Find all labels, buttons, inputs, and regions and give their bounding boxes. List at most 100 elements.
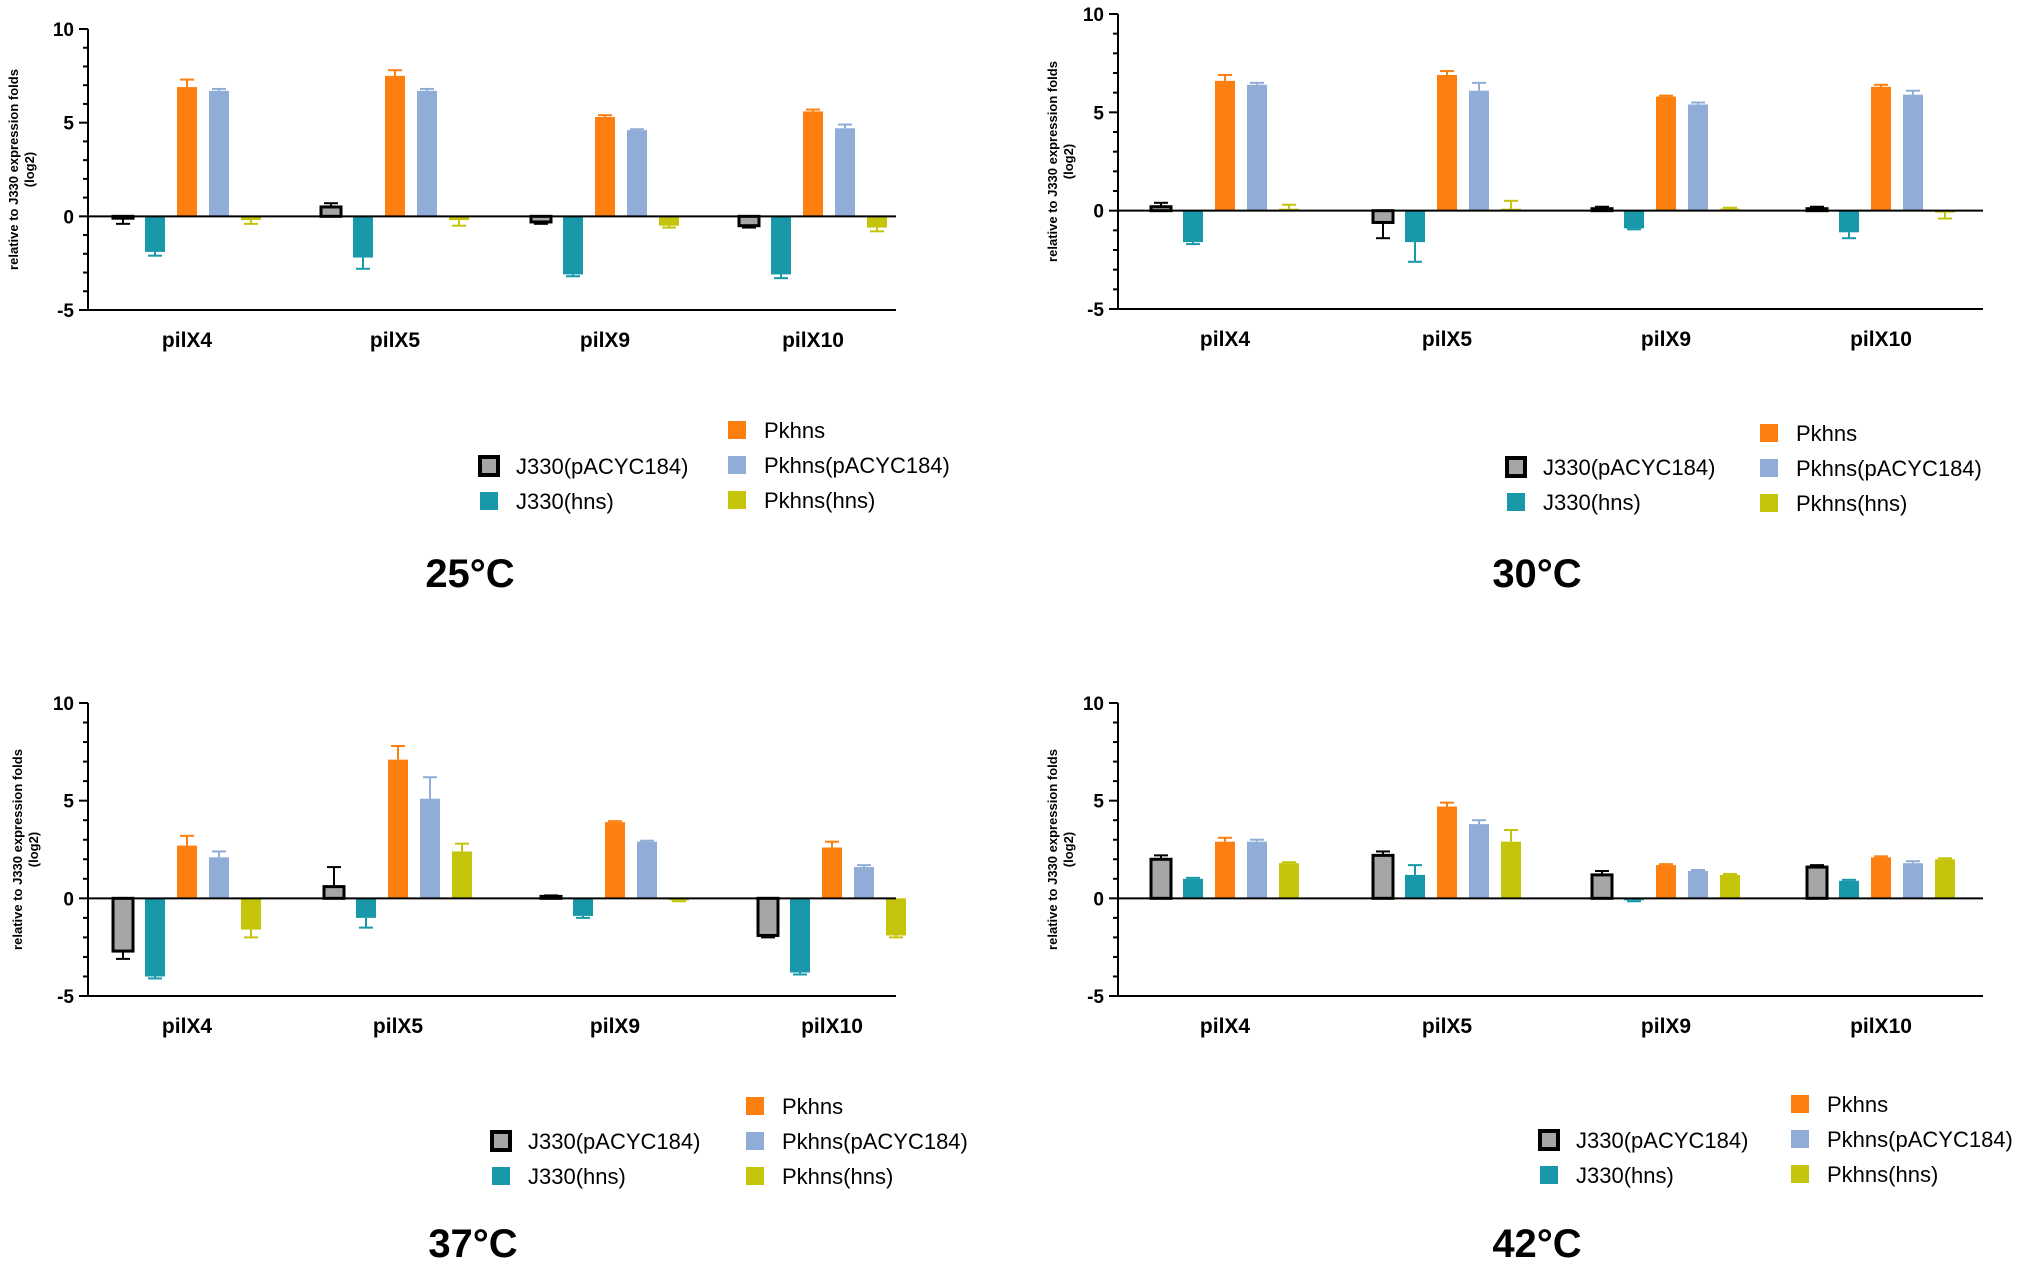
bar-pkhns-hns--pilx4	[1279, 863, 1299, 899]
bar-pkhns-pacyc184--pilx10	[1903, 863, 1923, 899]
bar-j330-hns--pilx9	[1624, 210, 1644, 229]
legend-label: Pkhns(pACYC184)	[1796, 456, 1982, 481]
bar-pkhns-hns--pilx9	[1720, 874, 1740, 899]
y-tick-label: 10	[1083, 5, 1104, 26]
x-category-label: pilX9	[1641, 1015, 1691, 1038]
legend-swatch	[1538, 1129, 1560, 1151]
bar-pkhns-pilx9	[1656, 96, 1676, 211]
y-tick-label: 0	[1093, 889, 1104, 910]
x-category-label: pilX4	[162, 1015, 213, 1038]
bar-j330-pacyc184--pilx5	[1371, 209, 1395, 224]
y-tick-label: -5	[1087, 987, 1104, 1008]
bar-j330-pacyc184--pilx5	[319, 205, 343, 218]
legend-label: Pkhns(hns)	[1796, 491, 1907, 516]
x-category-label: pilX5	[373, 1015, 424, 1038]
x-category-label: pilX5	[1422, 328, 1473, 351]
legend-label: J330(hns)	[1576, 1163, 1674, 1188]
bar-pkhns-pacyc184--pilx10	[1903, 94, 1923, 211]
legend-label: J330(pACYC184)	[1543, 455, 1715, 480]
bar-pkhns-hns--pilx10	[886, 898, 906, 936]
bar-pkhns-hns--pilx10	[1935, 859, 1955, 899]
bar-j330-pacyc184--pilx4	[1149, 857, 1173, 900]
legend-label: J330(pACYC184)	[1576, 1128, 1748, 1153]
legend-swatch	[746, 1097, 764, 1115]
x-category-label: pilX4	[162, 329, 213, 352]
legend-swatch	[492, 1167, 510, 1185]
x-category-label: pilX10	[1850, 328, 1912, 351]
legend-swatch	[728, 491, 746, 509]
y-tick-label: 5	[63, 792, 74, 813]
bar-pkhns-pilx9	[605, 822, 625, 899]
legend-swatch	[746, 1132, 764, 1150]
panel-title: 30°C	[1492, 552, 1581, 596]
bar-pkhns-pacyc184--pilx5	[1469, 824, 1489, 899]
legend-swatch	[1791, 1165, 1809, 1183]
y-tick-label: 10	[1083, 694, 1104, 715]
bar-pkhns-pacyc184--pilx10	[854, 867, 874, 899]
x-category-label: pilX10	[801, 1015, 863, 1038]
bar-j330-hns--pilx5	[1405, 210, 1425, 243]
x-category-label: pilX4	[1200, 328, 1251, 351]
bar-pkhns-pilx5	[1437, 806, 1457, 899]
legend-swatch	[728, 456, 746, 474]
x-category-label: pilX5	[1422, 1015, 1473, 1038]
bar-pkhns-hns--pilx4	[241, 216, 261, 221]
legend-label: J330(hns)	[516, 489, 614, 514]
y-tick-label: 10	[53, 20, 74, 41]
bar-pkhns-pilx4	[1215, 841, 1235, 899]
bar-pkhns-pacyc184--pilx4	[1247, 84, 1267, 211]
bar-j330-hns--pilx4	[1183, 210, 1203, 243]
y-tick-label: 5	[1093, 103, 1104, 124]
bar-pkhns-pilx5	[1437, 74, 1457, 211]
x-category-label: pilX9	[590, 1015, 640, 1038]
bar-j330-hns--pilx4	[1183, 878, 1203, 899]
y-tick-label: 0	[63, 889, 74, 910]
legend-swatch	[1540, 1166, 1558, 1184]
bar-pkhns-hns--pilx4	[241, 898, 261, 930]
legend-swatch	[1791, 1095, 1809, 1113]
bar-pkhns-pacyc184--pilx4	[209, 857, 229, 899]
legend-swatch	[746, 1167, 764, 1185]
legend-swatch	[480, 492, 498, 510]
legend-swatch	[490, 1130, 512, 1152]
bar-pkhns-pilx9	[1656, 865, 1676, 899]
bar-j330-hns--pilx4	[145, 216, 165, 252]
legend-swatch	[1507, 493, 1525, 511]
bar-j330-hns--pilx5	[1405, 874, 1425, 899]
bar-j330-pacyc184--pilx4	[111, 896, 135, 953]
y-tick-label: 5	[63, 114, 74, 135]
bar-pkhns-pacyc184--pilx5	[420, 798, 440, 899]
bar-pkhns-hns--pilx9	[659, 216, 679, 226]
x-category-label: pilX4	[1200, 1015, 1251, 1038]
bar-pkhns-pilx5	[385, 75, 405, 217]
bar-pkhns-pilx10	[1871, 857, 1891, 899]
legend-swatch	[1760, 494, 1778, 512]
bar-pkhns-pacyc184--pilx5	[417, 90, 437, 217]
bar-pkhns-pacyc184--pilx9	[637, 841, 657, 899]
panel-title: 42°C	[1492, 1222, 1581, 1265]
bar-pkhns-pacyc184--pilx10	[835, 128, 855, 217]
legend-label: Pkhns(pACYC184)	[782, 1129, 968, 1154]
bar-j330-pacyc184--pilx10	[756, 896, 780, 937]
bar-j330-pacyc184--pilx5	[322, 885, 346, 900]
bar-pkhns-hns--pilx5	[1501, 841, 1521, 899]
bar-j330-hns--pilx10	[771, 216, 791, 275]
bar-pkhns-hns--pilx5	[449, 216, 469, 221]
y-tick-label: 10	[53, 694, 74, 715]
bar-j330-hns--pilx5	[356, 898, 376, 918]
legend-label: Pkhns(pACYC184)	[764, 453, 950, 478]
bar-pkhns-pacyc184--pilx5	[1469, 90, 1489, 211]
bar-pkhns-pacyc184--pilx9	[1688, 870, 1708, 899]
legend-swatch	[728, 421, 746, 439]
legend-label: J330(pACYC184)	[528, 1129, 700, 1154]
bar-pkhns-pilx4	[1215, 80, 1235, 211]
legend-swatch	[1760, 424, 1778, 442]
x-category-label: pilX9	[580, 329, 630, 352]
y-axis-label: relative to J330 expression folds(log2)	[1045, 61, 1076, 262]
bar-pkhns-pilx10	[803, 111, 823, 217]
chart-panel-42c: -5 0 5 10 relative to J330 expression folds(…	[1045, 694, 2013, 1265]
y-tick-label: -5	[1087, 300, 1104, 321]
y-tick-label: 0	[63, 207, 74, 228]
x-category-label: pilX10	[1850, 1015, 1912, 1038]
legend-label: Pkhns	[1796, 421, 1857, 446]
